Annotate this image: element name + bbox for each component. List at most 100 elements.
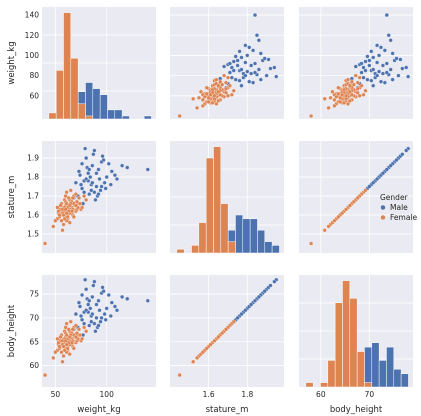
scatter-point-male [256, 294, 261, 299]
hist-bar-male [107, 109, 116, 120]
scatter-point-male [106, 292, 111, 298]
hist-bar-male [99, 94, 108, 120]
hist-bar-female [327, 360, 336, 388]
scatter-point-male [369, 49, 374, 54]
scatter-point-male [78, 313, 84, 319]
scatter-point-female [220, 331, 225, 336]
scatter-point-male [404, 148, 409, 153]
y-axis-label-weight_kg: weight_kg [7, 41, 17, 84]
hist-bar-female [48, 112, 57, 120]
scatter-point-female [62, 216, 67, 221]
scatter-point-female [64, 201, 69, 206]
scatter-point-male [388, 67, 393, 72]
scatter-point-female [61, 212, 66, 218]
scatter-point-female [344, 93, 349, 98]
scatter-point-male [86, 302, 91, 307]
scatter-point-female [64, 211, 69, 216]
scatter-point-female [225, 75, 231, 80]
scatter-point-female [216, 98, 221, 103]
scatter-point-male [103, 317, 108, 322]
hist-bar-female [305, 382, 314, 388]
scatter-point-male [84, 176, 89, 182]
tick-labels: 60 80 100 120 140 1.5 1.6 1.7 1.8 1.9 60 65 70 75 50 10… [25, 11, 375, 399]
scatter-point-male [78, 182, 84, 187]
scatter-point-male [384, 70, 389, 75]
scatter-point-female [347, 203, 352, 208]
scatter-point-female [200, 350, 205, 355]
hist-bar-male [393, 369, 402, 388]
scatter-point-female [198, 89, 203, 94]
scatter-point-male [384, 167, 389, 172]
scatter-point-female [195, 355, 200, 360]
scatter-point-male [94, 184, 99, 189]
scatter-point-male [90, 163, 95, 168]
scatter-point-male [96, 167, 101, 172]
scatter-point-female [336, 214, 341, 219]
scatter-point-male [99, 315, 104, 320]
scatter-point-female [223, 327, 229, 332]
scatter-point-female [210, 100, 215, 105]
scatter-point-male [90, 180, 95, 185]
y-tick-label: 140 [25, 11, 40, 20]
scatter-point-female [191, 96, 196, 101]
scatter-point-female [55, 205, 60, 210]
scatter-point-male [388, 163, 393, 168]
scatter-point-male [102, 312, 107, 317]
scatter-point-male [90, 312, 95, 317]
scatter-point-male [90, 294, 95, 299]
scatter-point-female [191, 359, 196, 364]
scatter-point-female [214, 101, 219, 106]
scatter-point-female [332, 97, 337, 102]
scatter-point-male [231, 68, 236, 73]
scatter-point-female [326, 224, 331, 229]
scatter-point-female [344, 207, 349, 212]
scatter-point-male [249, 71, 254, 76]
scatter-point-male [233, 77, 238, 82]
hist-bar-male [364, 346, 373, 388]
scatter-point-male [92, 279, 97, 284]
hist-bar-male [378, 360, 387, 388]
scatter-point-male [384, 61, 389, 66]
scatter-point-male [114, 176, 120, 182]
scatter-point-male [268, 66, 273, 71]
hist-bar-female [191, 245, 200, 254]
scatter-point-male [237, 78, 242, 83]
scatter-point-female [177, 113, 182, 119]
scatter-point-female [347, 98, 352, 103]
scatter-point-female [204, 91, 209, 96]
x-axis-label-body_height: body_height [330, 405, 383, 415]
scatter-point-male [400, 152, 405, 157]
scatter-point-male [363, 68, 368, 73]
scatter-point-male [94, 171, 99, 176]
scatter-point-male [120, 163, 125, 168]
y-tick-label: 120 [25, 31, 40, 40]
scatter-point-female [57, 344, 62, 349]
scatter-point-female [359, 83, 364, 88]
hist-bar-female [77, 103, 86, 120]
scatter-point-male [361, 65, 366, 70]
scatter-point-female [214, 77, 219, 82]
scatter-point-male [254, 33, 259, 38]
scatter-point-female [309, 113, 314, 119]
hist-bar-male [386, 346, 395, 388]
scatter-point-male [92, 148, 97, 153]
hist-bar-male [249, 218, 258, 254]
scatter-point-male [375, 60, 380, 65]
scatter-point-male [367, 58, 372, 63]
scatter-point-female [82, 194, 87, 199]
scatter-point-male [87, 167, 92, 172]
scatter-point-female [55, 336, 60, 341]
x-tick-label: 1.8 [241, 390, 253, 399]
hist-bar-female [227, 241, 236, 254]
scatter-point-female [70, 327, 75, 332]
scatter-point-female [51, 224, 56, 229]
scatter-point-male [375, 176, 380, 182]
scatter-point-female [56, 340, 61, 345]
y-tick-label: 1.5 [27, 230, 39, 239]
scatter-point-male [83, 146, 88, 151]
scatter-point-male [252, 13, 258, 18]
scatter-point-female [73, 203, 78, 208]
scatter-point-female [67, 203, 72, 208]
scatter-point-male [227, 70, 232, 75]
